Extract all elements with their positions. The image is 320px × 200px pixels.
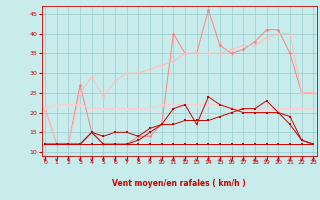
X-axis label: Vent moyen/en rafales ( km/h ): Vent moyen/en rafales ( km/h ) xyxy=(112,179,246,188)
